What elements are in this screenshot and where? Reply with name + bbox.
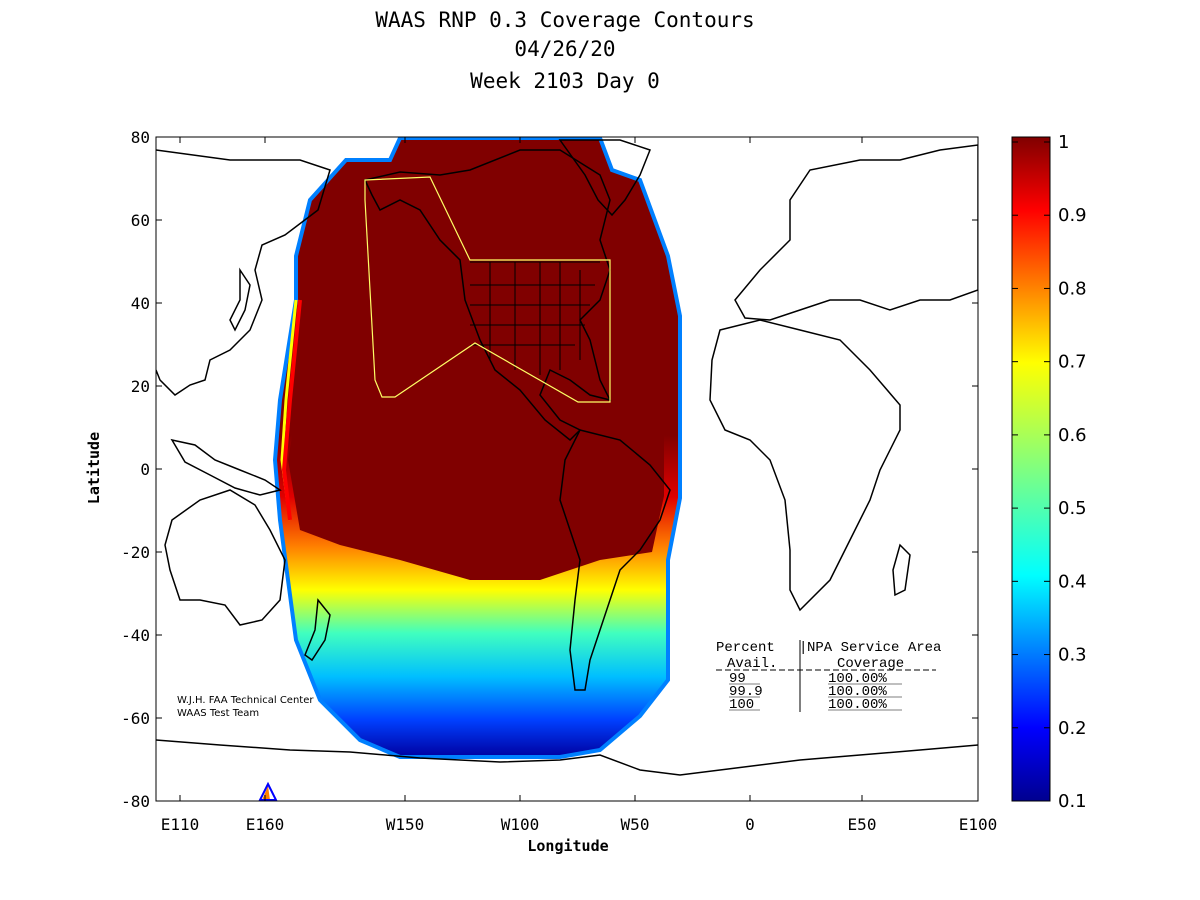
y-tick-label: 80 <box>131 128 150 147</box>
us-state-lines <box>470 261 600 375</box>
table-header-divider: | <box>799 640 807 656</box>
colorbar-tick-label: 0.7 <box>1058 352 1087 373</box>
colorbar-tick-label: 0.3 <box>1058 645 1087 666</box>
colorbar-tick-label: 0.1 <box>1058 791 1087 812</box>
x-tick-label: W50 <box>621 815 650 834</box>
table-row-coverage: 100.00% <box>828 697 887 713</box>
table-header-percent: Percent <box>716 640 775 656</box>
table-row-avail: 99 <box>729 671 746 687</box>
table-row-avail: 100 <box>729 697 754 713</box>
figure-title: WAAS RNP 0.3 Coverage Contours <box>375 8 754 32</box>
credit-line-2: WAAS Test Team <box>177 708 259 719</box>
colorbar-tick-label: 0.4 <box>1058 571 1087 592</box>
table-row-coverage: 100.00% <box>828 671 887 687</box>
figure-week: Week 2103 Day 0 <box>470 69 660 93</box>
y-axis-label: Latitude <box>85 432 103 504</box>
australia-outline <box>164 489 286 626</box>
colorbar-tick-label: 0.9 <box>1058 205 1087 226</box>
north-america-outline <box>363 149 612 442</box>
table-header-avail: Avail. <box>727 656 777 672</box>
europe-outline <box>734 144 978 321</box>
south-america-outline <box>559 429 671 691</box>
table-row-coverage: 100.00% <box>828 684 887 700</box>
colorbar: 1 0.9 0.8 0.7 0.6 0.5 0.4 0.3 0.2 0.1 <box>1011 132 1087 812</box>
coverage-region <box>258 137 682 801</box>
madagascar-outline <box>892 543 911 597</box>
y-tick-label: 0 <box>140 460 150 479</box>
colorbar-tick-label: 0.2 <box>1058 718 1087 739</box>
map-plot-area <box>156 137 978 801</box>
colorbar-tick-label: 1 <box>1058 132 1069 153</box>
y-tick-label: 60 <box>131 211 150 230</box>
x-tick-label: E110 <box>161 815 200 834</box>
x-axis-label: Longitude <box>527 837 608 855</box>
new-zealand-outline <box>304 598 331 662</box>
y-tick-label: 20 <box>131 377 150 396</box>
greenland-outline <box>558 139 651 217</box>
x-tick-label: W150 <box>386 815 425 834</box>
x-tick-label: E160 <box>246 815 285 834</box>
table-header-npa: NPA Service Area <box>807 640 941 656</box>
y-tick-label: -80 <box>121 792 150 811</box>
y-tick-label: -40 <box>121 626 150 645</box>
x-tick-label: W100 <box>501 815 540 834</box>
x-tick-label: E50 <box>848 815 877 834</box>
colorbar-tick-label: 0.5 <box>1058 498 1087 519</box>
antarctica-outline <box>156 739 978 776</box>
colorbar-tick-label: 0.6 <box>1058 425 1087 446</box>
y-axis-ticks: 80 60 40 20 0 -20 -40 -60 -80 <box>121 128 978 811</box>
y-tick-label: -20 <box>121 543 150 562</box>
table-row-avail: 99.9 <box>729 684 763 700</box>
table-header-coverage: Coverage <box>837 656 904 672</box>
credit-line-1: W.J.H. FAA Technical Center <box>177 695 314 706</box>
indonesia-outline <box>170 438 282 496</box>
japan-outline <box>229 267 251 332</box>
colorbar-tick-label: 0.8 <box>1058 278 1087 299</box>
x-tick-label: E100 <box>959 815 998 834</box>
continent-outlines <box>156 139 978 776</box>
africa-outline <box>709 319 901 612</box>
coverage-table: Percent | NPA Service Area Avail. Covera… <box>716 640 941 713</box>
asia-outline <box>156 149 331 396</box>
x-axis-ticks: E110 E160 W150 W100 W50 0 E50 E100 <box>161 137 998 834</box>
figure-date: 04/26/20 <box>514 37 615 61</box>
y-tick-label: 40 <box>131 294 150 313</box>
y-tick-label: -60 <box>121 709 150 728</box>
x-tick-label: 0 <box>745 815 755 834</box>
service-area-outline <box>364 176 611 403</box>
